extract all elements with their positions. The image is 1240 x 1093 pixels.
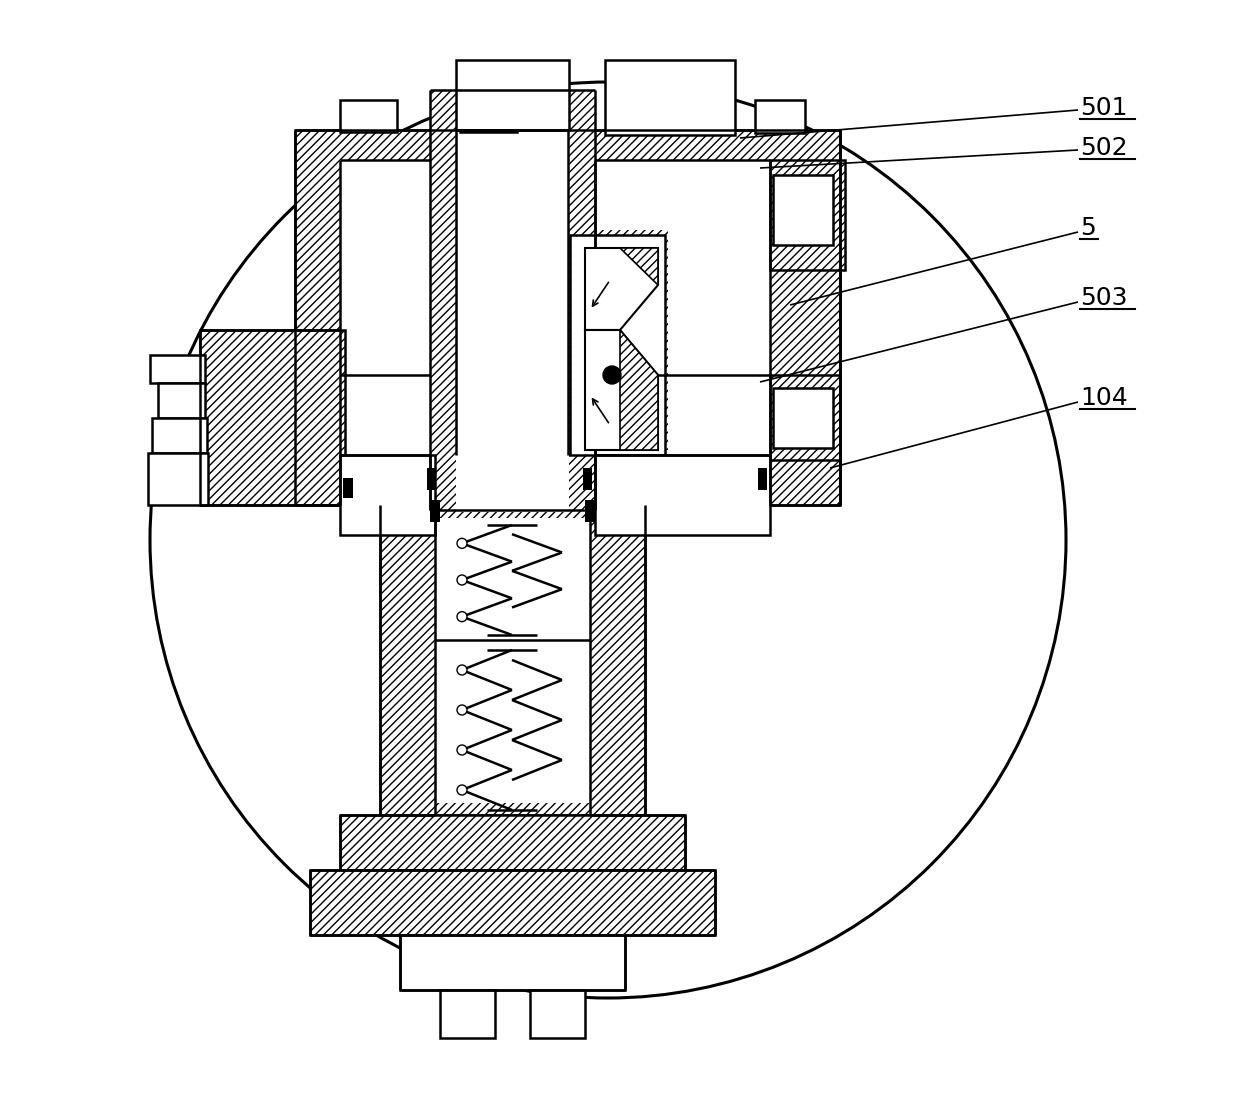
Bar	[773, 388, 833, 448]
Bar	[340, 160, 432, 455]
Circle shape	[603, 366, 621, 384]
Bar	[379, 505, 645, 815]
Bar	[585, 240, 665, 440]
Text: 5: 5	[1080, 216, 1096, 240]
Circle shape	[150, 82, 1066, 998]
Bar	[343, 478, 353, 498]
Bar	[529, 990, 585, 1038]
Text: 501: 501	[1080, 96, 1127, 120]
Bar	[310, 870, 715, 935]
Text: 503: 503	[1080, 286, 1127, 310]
Bar	[440, 990, 495, 1038]
Bar	[456, 130, 569, 512]
Bar	[157, 383, 205, 418]
Bar	[427, 468, 436, 490]
Bar	[340, 99, 397, 132]
Bar	[148, 453, 208, 505]
Bar	[430, 90, 595, 510]
Bar	[583, 468, 591, 490]
Bar	[200, 330, 345, 505]
Bar	[340, 455, 435, 534]
Bar	[755, 99, 805, 133]
Bar	[456, 60, 569, 130]
Bar	[150, 355, 205, 383]
Circle shape	[458, 785, 467, 795]
Bar	[401, 935, 625, 990]
Bar	[153, 418, 207, 453]
Circle shape	[458, 745, 467, 755]
Circle shape	[458, 539, 467, 549]
Bar	[460, 99, 517, 132]
Polygon shape	[620, 248, 658, 285]
Circle shape	[458, 612, 467, 622]
Bar	[758, 468, 768, 490]
Bar	[295, 130, 839, 505]
Bar	[435, 518, 590, 803]
Bar	[340, 815, 684, 870]
Bar	[770, 375, 839, 460]
Bar	[568, 230, 668, 450]
Bar	[585, 500, 595, 522]
Text: 502: 502	[1080, 136, 1127, 160]
Polygon shape	[585, 330, 658, 450]
Circle shape	[458, 575, 467, 585]
Bar	[773, 175, 833, 245]
Circle shape	[458, 665, 467, 675]
Text: 104: 104	[1080, 386, 1127, 410]
Bar	[570, 235, 665, 455]
Bar	[595, 455, 770, 534]
Bar	[430, 500, 440, 522]
Bar	[595, 160, 770, 455]
Polygon shape	[585, 248, 658, 330]
Bar	[770, 160, 844, 270]
Circle shape	[458, 705, 467, 715]
Bar	[605, 60, 735, 136]
Polygon shape	[620, 330, 658, 450]
